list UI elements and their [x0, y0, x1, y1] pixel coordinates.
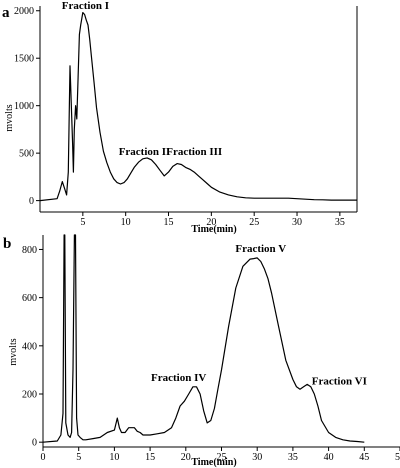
panel-a-letter: a — [2, 5, 10, 21]
b-y-tick-label: 0 — [32, 438, 37, 449]
panel-a-axes — [39, 6, 358, 213]
b-y-tick-label: 800 — [22, 245, 37, 256]
b-fraction-label: Fraction VI — [312, 375, 367, 387]
panel-b-chromatogram: b 0 200 400 600 800 0 5 10 15 20 25 30 35 40 45 50 mvo… — [3, 234, 400, 468]
a-fraction-label: Fraction II — [119, 146, 171, 158]
a-y-tick-label: 0 — [29, 196, 34, 207]
b-x-tick-label: 30 — [252, 452, 262, 463]
a-x-tick-label: 35 — [335, 217, 345, 228]
a-x-tick-label: 15 — [164, 217, 174, 228]
panel-a-y-axis-label: mvolts — [4, 104, 15, 131]
b-y-tick-label: 200 — [22, 390, 37, 401]
b-fraction-label: Fraction V — [235, 243, 286, 255]
b-x-tick-label: 15 — [145, 452, 155, 463]
panel-b-series-line — [42, 234, 365, 443]
panel-a-x-ticks: 5 10 15 20 25 30 35 — [80, 212, 345, 228]
b-x-tick-label: 10 — [109, 452, 119, 463]
a-x-tick-label: 5 — [80, 217, 85, 228]
a-x-tick-label: 20 — [206, 217, 216, 228]
panel-a-series-line — [39, 12, 357, 202]
b-x-tick-label: 20 — [181, 452, 191, 463]
panel-a-y-ticks: 0 500 1000 1500 2000 — [14, 6, 40, 207]
a-x-tick-label: 30 — [292, 217, 302, 228]
panel-b-letter: b — [3, 236, 11, 252]
b-x-tick-label: 25 — [217, 452, 227, 463]
b-x-tick-label: 5 — [76, 452, 81, 463]
b-x-tick-label: 45 — [359, 452, 369, 463]
b-x-tick-label: 0 — [41, 452, 46, 463]
panel-b-x-axis-label: Time(min) — [191, 457, 236, 468]
a-fraction-label: Fraction III — [166, 146, 222, 158]
b-y-tick-label: 600 — [22, 293, 37, 304]
panel-b-y-ticks: 0 200 400 600 800 — [22, 245, 43, 449]
panel-b-annotations: Fraction IV Fraction V Fraction VI — [151, 243, 367, 388]
a-y-tick-label: 1000 — [14, 101, 34, 112]
panel-a-x-axis-label: Time(min) — [191, 224, 236, 235]
b-x-tick-label: 35 — [288, 452, 298, 463]
panel-b-x-ticks: 0 5 10 15 20 25 30 35 40 45 50 — [41, 447, 400, 463]
a-y-tick-label: 2000 — [14, 6, 34, 17]
a-x-tick-label: 25 — [249, 217, 259, 228]
b-x-tick-label: 50 — [395, 452, 400, 463]
a-y-tick-label: 1500 — [14, 54, 34, 65]
panel-b-y-axis-label: mvolts — [8, 338, 19, 365]
a-fraction-label: Fraction I — [62, 0, 109, 12]
panel-b-axes — [42, 235, 400, 448]
a-x-tick-label: 10 — [121, 217, 131, 228]
b-y-tick-label: 400 — [22, 341, 37, 352]
b-fraction-label: Fraction IV — [151, 372, 206, 384]
b-x-tick-label: 40 — [324, 452, 334, 463]
a-y-tick-label: 500 — [19, 149, 34, 160]
